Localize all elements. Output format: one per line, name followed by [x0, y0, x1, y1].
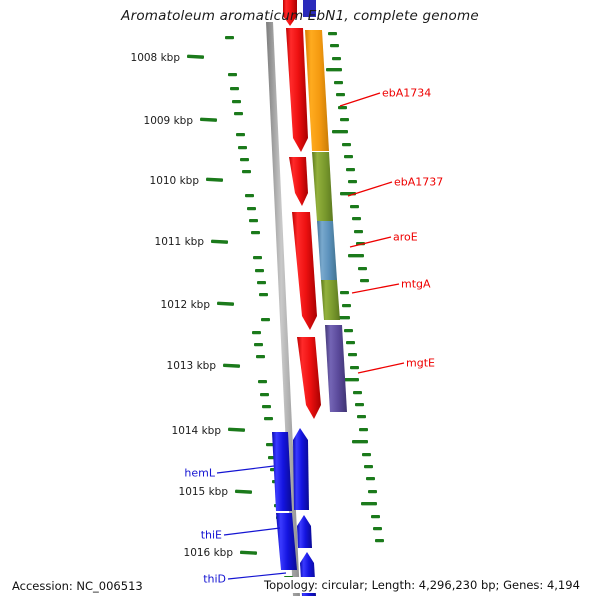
ruler-tick-label: 1014 kbp — [171, 425, 221, 437]
gene-track-reverse-red[interactable] — [286, 28, 321, 419]
ruler-tick-label: 1015 kbp — [178, 486, 228, 498]
ruler-tick-label: 1011 kbp — [154, 236, 204, 248]
ruler-tick-label: 1009 kbp — [143, 115, 193, 127]
ruler-tick-label: 1016 kbp — [183, 547, 233, 559]
genome-summary-label: Topology: circular; Length: 4,296,230 bp… — [262, 577, 582, 593]
page-title: Aromatoleum aromaticum EbN1, complete ge… — [121, 8, 479, 24]
gene-label-mtgA[interactable]: mtgA — [401, 277, 431, 291]
genome-backbone — [266, 22, 300, 596]
gene-label-ebA1737[interactable]: ebA1737 — [394, 175, 444, 189]
gene-label-aroE[interactable]: aroE — [393, 230, 418, 244]
ribbon-top-caps — [283, 0, 316, 26]
gene-label-mgtE[interactable]: mgtE — [406, 356, 435, 370]
accession-label: Accession: NC_006513 — [12, 579, 143, 593]
gene-label-thiD[interactable]: thiD — [203, 572, 226, 586]
ruler-tick-label: 1012 kbp — [160, 299, 210, 311]
gene-label-hemL[interactable]: hemL — [184, 466, 215, 480]
ruler-tick-label: 1010 kbp — [149, 175, 199, 187]
reverse-label-leaders — [216, 465, 287, 580]
gene-label-thiE[interactable]: thiE — [200, 528, 222, 542]
ruler-tick-label: 1013 kbp — [166, 360, 216, 372]
status-bar: Accession: NC_006513 Topology: circular;… — [0, 572, 600, 600]
ruler-ticks — [186, 32, 384, 580]
gene-label-ebA1734[interactable]: ebA1734 — [382, 86, 432, 100]
ruler-tick-label: 1008 kbp — [130, 52, 180, 64]
forward-label-leaders — [339, 92, 405, 374]
gene-track-forward-multicolor[interactable] — [305, 30, 347, 412]
